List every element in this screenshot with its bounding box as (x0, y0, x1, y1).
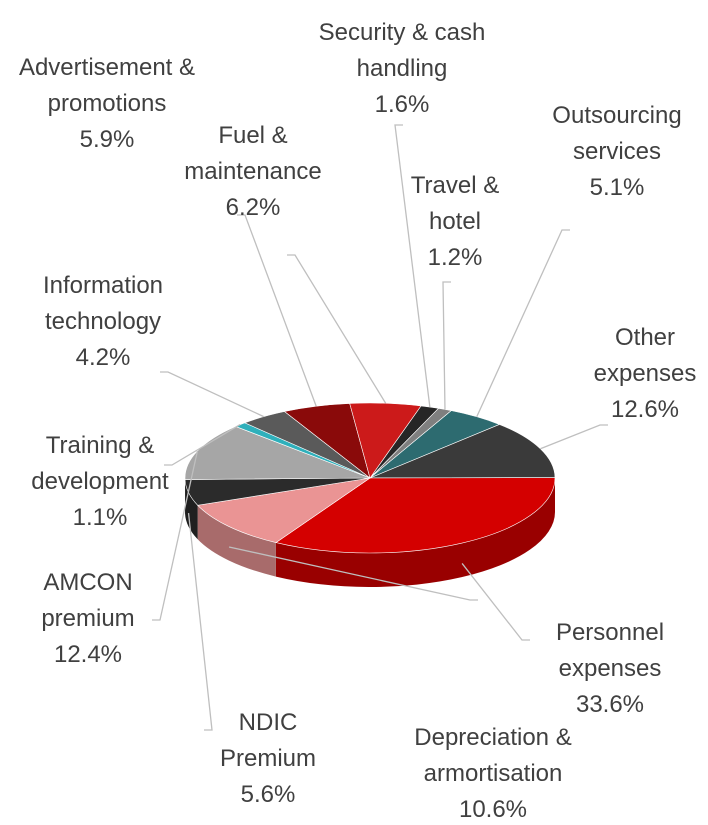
value-label: 6.2% (225, 194, 281, 221)
leader-line (461, 563, 530, 641)
value-label: 12.4% (53, 641, 123, 668)
value-label: 5.1% (589, 174, 645, 201)
category-name: Advertisement & promotions (18, 54, 196, 117)
category-name: AMCON premium (41, 569, 135, 632)
leader-line (152, 450, 199, 621)
data-label: Information technology 4.2% (13, 268, 193, 376)
data-label: Personnel expenses 33.6% (530, 615, 690, 723)
category-name: Outsourcing services (552, 102, 682, 165)
slice-side (275, 478, 555, 587)
value-label: 33.6% (575, 691, 645, 718)
category-name: Information technology (42, 272, 164, 335)
value-label: 1.6% (374, 91, 430, 118)
category-name: Depreciation & armortisation (414, 724, 572, 787)
leader-line (160, 371, 264, 418)
data-label: AMCON premium 12.4% (23, 565, 153, 673)
leader-line (164, 424, 241, 466)
category-name: Fuel & maintenance (184, 122, 322, 185)
data-label: Depreciation & armortisation 10.6% (386, 720, 601, 825)
data-label: Training & development 1.1% (10, 428, 190, 536)
data-label: Security & cash handling 1.6% (302, 15, 502, 123)
value-label: 1.1% (72, 504, 128, 531)
slice (275, 477, 556, 554)
category-name: Personnel expenses (555, 619, 665, 682)
leader-line (287, 254, 387, 404)
leader-line (540, 424, 608, 450)
slice (184, 426, 371, 480)
category-name: Security & cash handling (318, 19, 486, 82)
leader-line (228, 546, 478, 601)
data-label: Other expenses 12.6% (580, 320, 708, 428)
category-name: Other expenses (593, 324, 697, 387)
value-label: 4.2% (75, 344, 131, 371)
value-label: 10.6% (458, 796, 528, 823)
category-name: NDIC Premium (219, 709, 316, 772)
leader-line (476, 229, 570, 418)
data-label: Advertisement & promotions 5.9% (5, 50, 210, 158)
slice (197, 477, 371, 543)
data-label: Outsourcing services 5.1% (532, 98, 702, 206)
leader-line (394, 124, 431, 408)
slice (349, 402, 422, 479)
category-name: Training & development (31, 432, 169, 495)
category-name: Travel & hotel (410, 172, 500, 235)
slice (369, 424, 556, 479)
data-label: NDIC Premium 5.6% (208, 705, 328, 813)
leader-line (237, 214, 317, 407)
value-label: 12.6% (610, 396, 680, 423)
slice-side (197, 505, 276, 577)
leader-line (442, 281, 451, 410)
data-label: Fuel & maintenance 6.2% (163, 118, 343, 226)
data-label: Travel & hotel 1.2% (400, 168, 510, 276)
value-label: 1.2% (427, 244, 483, 271)
value-label: 5.9% (79, 126, 135, 153)
leader-line (187, 512, 213, 731)
value-label: 5.6% (240, 781, 296, 808)
